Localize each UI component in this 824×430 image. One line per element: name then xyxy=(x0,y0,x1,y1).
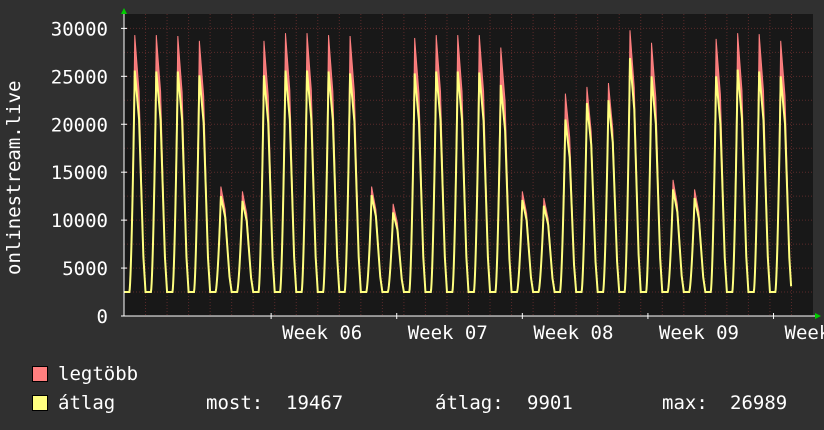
x-tick-label: Week xyxy=(785,322,824,344)
y-tick-label: 0 xyxy=(97,306,108,328)
y-tick-label: 5000 xyxy=(62,258,108,280)
x-tick-label: Week 08 xyxy=(533,322,613,344)
y-tick-label: 25000 xyxy=(51,66,108,88)
series-layer xyxy=(124,30,793,294)
x-tick-label: Week 09 xyxy=(659,322,739,344)
x-tick-label: Week 07 xyxy=(408,322,488,344)
y-tick-label: 15000 xyxy=(51,162,108,184)
stat-now-label: most: xyxy=(206,392,264,414)
y-tick-label: 20000 xyxy=(51,114,108,136)
stat-max-label: max: xyxy=(662,392,708,414)
y-tick-label: 10000 xyxy=(51,210,108,232)
x-tick-label: Week 06 xyxy=(282,322,362,344)
legend-label-max: legtöbb xyxy=(58,363,139,385)
legend-label-avg: átlag xyxy=(58,392,116,414)
stat-now-value: 19467 xyxy=(286,392,344,414)
y-axis-label-container: onlinestream.live xyxy=(3,81,25,275)
y-axis-label: onlinestream.live xyxy=(3,81,25,275)
legend-swatch-avg xyxy=(32,395,48,411)
stat-avg-value: 9901 xyxy=(527,392,573,414)
legend-swatch-max xyxy=(32,366,48,382)
grid xyxy=(124,14,813,316)
series-atlag-line xyxy=(124,58,793,294)
y-tick-label: 30000 xyxy=(51,18,108,40)
stat-avg-label: átlag: xyxy=(435,392,504,414)
x-axis-arrow xyxy=(815,313,821,319)
y-axis-arrow xyxy=(121,8,127,14)
axes xyxy=(121,8,821,319)
tick-labels: 0 5000 10000 15000 20000 25000 30000 Week 06 Wee… xyxy=(51,18,824,344)
stat-max-value: 26989 xyxy=(730,392,788,414)
